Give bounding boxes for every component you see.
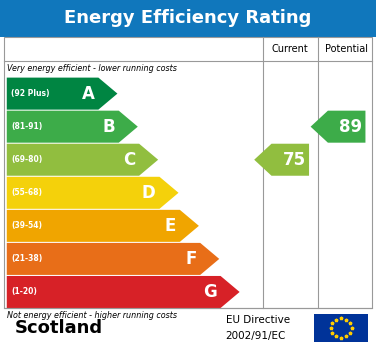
Polygon shape	[311, 111, 365, 143]
Text: (69-80): (69-80)	[11, 155, 42, 164]
Text: B: B	[102, 118, 115, 136]
Text: Scotland: Scotland	[15, 319, 103, 337]
Polygon shape	[254, 144, 309, 176]
Bar	[4, 37, 372, 308]
Polygon shape	[7, 276, 240, 308]
Text: (39-54): (39-54)	[11, 221, 42, 230]
Polygon shape	[7, 78, 117, 110]
Text: Not energy efficient - higher running costs: Not energy efficient - higher running co…	[7, 311, 177, 320]
Text: EU Directive: EU Directive	[226, 315, 290, 325]
Text: 2002/91/EC: 2002/91/EC	[226, 331, 286, 341]
Text: (92 Plus): (92 Plus)	[11, 89, 50, 98]
Polygon shape	[7, 144, 158, 176]
Text: G: G	[203, 283, 217, 301]
Text: A: A	[82, 85, 95, 103]
Text: (21-38): (21-38)	[11, 254, 42, 263]
Polygon shape	[7, 177, 179, 209]
Text: (55-68): (55-68)	[11, 188, 42, 197]
Text: (1-20): (1-20)	[11, 287, 37, 296]
Polygon shape	[7, 111, 138, 143]
Bar	[314, 314, 368, 342]
Polygon shape	[7, 243, 219, 275]
Text: (81-91): (81-91)	[11, 122, 42, 131]
Text: 75: 75	[282, 151, 306, 169]
Text: D: D	[142, 184, 156, 202]
Text: F: F	[185, 250, 197, 268]
Text: C: C	[123, 151, 135, 169]
Text: Current: Current	[272, 44, 309, 54]
Text: 89: 89	[339, 118, 362, 136]
Polygon shape	[7, 210, 199, 242]
Text: Energy Efficiency Rating: Energy Efficiency Rating	[64, 9, 312, 27]
Text: Very energy efficient - lower running costs: Very energy efficient - lower running co…	[7, 64, 177, 73]
Text: Potential: Potential	[325, 44, 368, 54]
Bar	[0, 0, 376, 37]
Text: E: E	[165, 217, 176, 235]
